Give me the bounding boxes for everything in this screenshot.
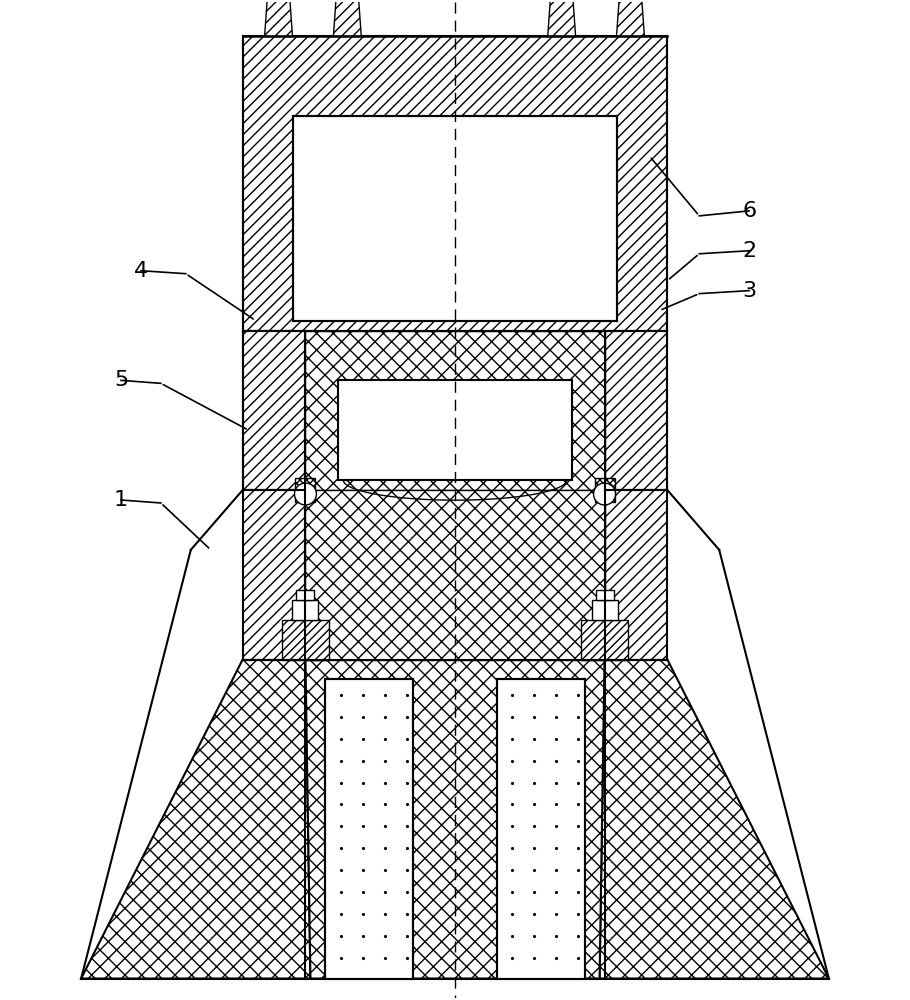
Bar	[595, 590, 613, 600]
Text: 4: 4	[134, 261, 148, 281]
Polygon shape	[616, 0, 644, 36]
Bar	[592, 600, 618, 620]
Polygon shape	[600, 660, 829, 979]
Bar	[243, 331, 306, 490]
Circle shape	[593, 483, 615, 505]
Bar	[339, 380, 571, 480]
Bar	[604, 490, 667, 660]
Text: 1: 1	[114, 490, 128, 510]
Bar	[594, 478, 614, 502]
Bar	[326, 679, 413, 979]
Bar	[292, 600, 318, 620]
Bar	[297, 590, 315, 600]
Polygon shape	[548, 0, 576, 36]
Circle shape	[295, 483, 317, 505]
Text: 3: 3	[742, 281, 756, 301]
Bar	[294, 116, 616, 321]
Bar	[581, 620, 629, 660]
Bar	[296, 478, 316, 502]
Bar	[306, 331, 604, 490]
Polygon shape	[306, 660, 604, 979]
Text: 6: 6	[742, 201, 756, 221]
Bar	[281, 620, 329, 660]
Polygon shape	[265, 0, 292, 36]
Text: 5: 5	[114, 370, 128, 390]
Bar	[243, 36, 667, 331]
Bar	[497, 679, 584, 979]
Bar	[243, 490, 306, 660]
Bar	[604, 331, 667, 490]
Polygon shape	[333, 0, 361, 36]
Bar	[306, 490, 604, 660]
Text: 2: 2	[742, 241, 756, 261]
Polygon shape	[81, 660, 310, 979]
